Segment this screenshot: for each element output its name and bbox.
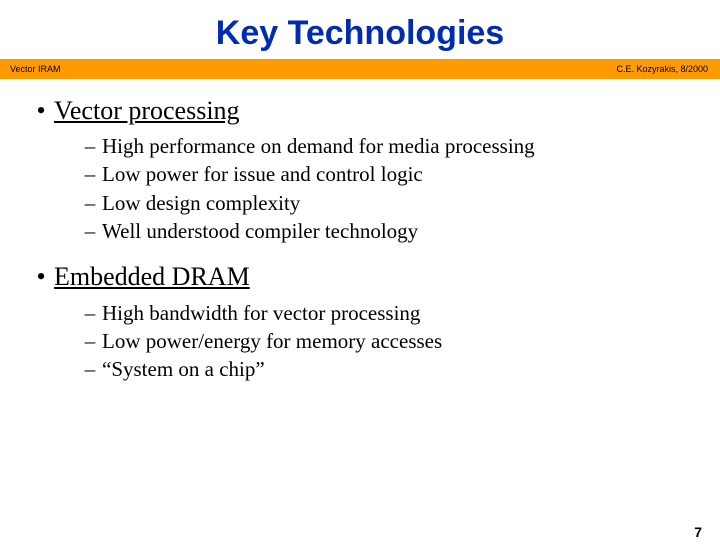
sub-item: –High performance on demand for media pr… — [78, 132, 720, 160]
dash-icon: – — [78, 327, 102, 355]
dash-icon: – — [78, 160, 102, 188]
sub-item: –High bandwidth for vector processing — [78, 299, 720, 327]
dash-icon: – — [78, 189, 102, 217]
slide-title: Key Technologies — [0, 14, 720, 53]
dash-icon: – — [78, 132, 102, 160]
bullet-dot-icon: • — [28, 93, 54, 128]
dash-icon: – — [78, 299, 102, 327]
bullet-label: Embedded DRAM — [54, 259, 250, 294]
page-number: 7 — [694, 524, 702, 540]
sub-list: –High performance on demand for media pr… — [78, 132, 720, 245]
bullet-item: •Embedded DRAM — [28, 259, 720, 294]
bullet-item: •Vector processing — [28, 93, 720, 128]
sub-item: –Well understood compiler technology — [78, 217, 720, 245]
sub-item-label: High bandwidth for vector processing — [102, 299, 420, 327]
dash-icon: – — [78, 217, 102, 245]
dash-icon: – — [78, 355, 102, 383]
sub-item-label: Low design complexity — [102, 189, 300, 217]
bar-right-text: C.E. Kozyrakis, 8/2000 — [616, 64, 708, 74]
sub-item-label: “System on a chip” — [102, 355, 265, 383]
sub-item: –“System on a chip” — [78, 355, 720, 383]
sub-item-label: Well understood compiler technology — [102, 217, 418, 245]
sub-list: –High bandwidth for vector processing–Lo… — [78, 299, 720, 384]
slide-content: •Vector processing–High performance on d… — [0, 79, 720, 384]
sub-item-label: Low power for issue and control logic — [102, 160, 423, 188]
bullet-label: Vector processing — [54, 93, 240, 128]
sub-item: –Low power/energy for memory accesses — [78, 327, 720, 355]
header-bar: Vector IRAM C.E. Kozyrakis, 8/2000 — [0, 59, 720, 79]
bullet-dot-icon: • — [28, 259, 54, 294]
sub-item: –Low design complexity — [78, 189, 720, 217]
sub-item: –Low power for issue and control logic — [78, 160, 720, 188]
sub-item-label: Low power/energy for memory accesses — [102, 327, 442, 355]
bar-left-text: Vector IRAM — [10, 64, 61, 74]
sub-item-label: High performance on demand for media pro… — [102, 132, 535, 160]
slide: { "title": { "text": "Key Technologies",… — [0, 14, 720, 554]
